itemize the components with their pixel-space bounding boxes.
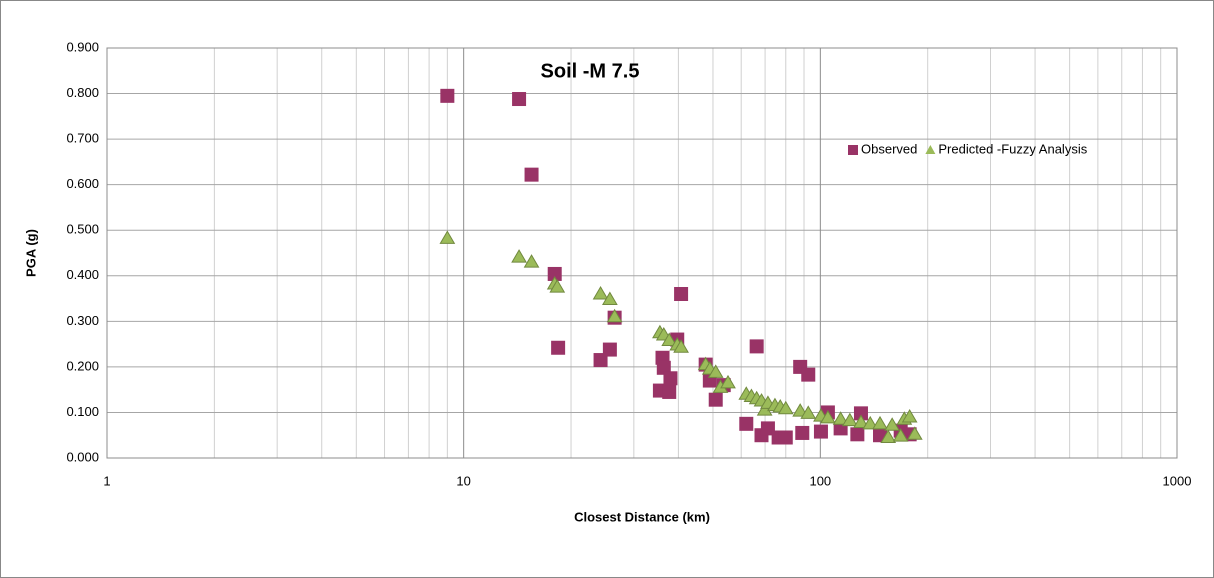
point	[880, 429, 897, 443]
point	[801, 367, 816, 382]
point	[813, 424, 828, 439]
y-tick-label: 0.000	[66, 449, 99, 464]
point	[606, 308, 623, 323]
point	[906, 426, 923, 440]
point	[663, 371, 678, 386]
point	[800, 405, 817, 419]
point	[853, 414, 869, 428]
point	[674, 287, 689, 301]
point	[661, 332, 678, 346]
point	[662, 384, 677, 399]
point	[739, 416, 754, 431]
point	[707, 364, 724, 378]
point	[440, 88, 455, 103]
legend-marker	[925, 145, 936, 154]
point	[832, 411, 849, 425]
point	[777, 400, 794, 415]
chart-title: Soil -M 7.5	[541, 60, 640, 82]
y-tick-label: 0.300	[66, 313, 99, 328]
y-axis-label: PGA (g)	[23, 229, 38, 277]
y-tick-label: 0.100	[66, 404, 99, 419]
point	[439, 230, 456, 244]
point	[892, 428, 909, 442]
x-tick-label: 1000	[1163, 473, 1192, 488]
y-tick-label: 0.200	[66, 358, 99, 373]
point	[901, 409, 918, 423]
point	[749, 339, 764, 354]
point	[850, 427, 865, 442]
point	[841, 412, 858, 427]
plot-frame	[106, 47, 1178, 459]
point	[549, 279, 566, 293]
y-tick-label: 0.700	[66, 131, 99, 146]
point	[853, 406, 868, 421]
point	[511, 249, 527, 263]
point	[720, 374, 736, 389]
point	[760, 421, 775, 436]
y-tick-label: 0.900	[66, 39, 99, 54]
legend-marker	[848, 145, 858, 155]
point	[884, 417, 901, 431]
y-tick-label: 0.600	[66, 176, 99, 191]
point	[756, 402, 773, 416]
point	[602, 342, 617, 357]
y-tick-label: 0.800	[66, 85, 99, 100]
point	[512, 92, 527, 107]
x-tick-label: 100	[809, 473, 831, 488]
point	[778, 430, 793, 445]
y-tick-label: 0.400	[66, 267, 99, 282]
point	[820, 409, 836, 424]
point	[523, 254, 540, 268]
point	[551, 340, 566, 355]
x-tick-label: 10	[456, 473, 470, 488]
point	[602, 291, 618, 305]
point	[524, 167, 539, 182]
point	[547, 266, 562, 281]
point	[792, 403, 809, 417]
x-tick-label: 1	[103, 473, 110, 488]
point	[872, 415, 888, 430]
point	[862, 415, 879, 430]
point	[592, 286, 609, 300]
legend-label: Predicted -Fuzzy Analysis	[938, 141, 1087, 156]
x-axis-label: Closest Distance (km)	[574, 509, 710, 524]
y-tick-label: 0.500	[66, 222, 99, 237]
point	[708, 392, 723, 407]
point	[795, 425, 810, 440]
legend-label: Observed	[861, 141, 917, 156]
point	[673, 339, 689, 353]
